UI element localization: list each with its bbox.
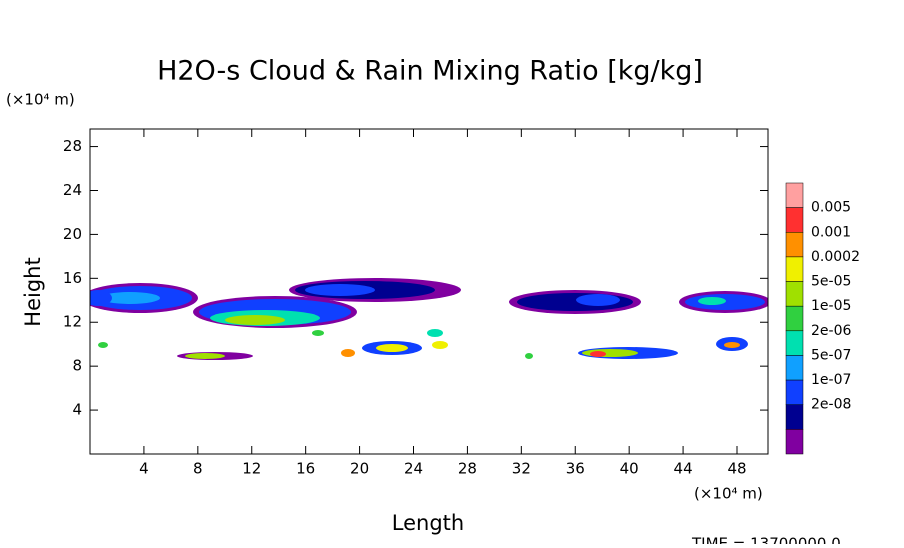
cloud-region [724,342,740,348]
cloud-region [698,297,726,305]
x-tick-label: 32 [512,460,531,478]
cloud-region [341,349,355,357]
x-tick-label: 28 [458,460,477,478]
colorbar-label: 0.0002 [811,249,860,265]
colorbar-label: 5e-05 [811,274,851,290]
x-tick-label: 20 [350,460,369,478]
colorbar-box [785,404,804,430]
x-unit: (×10⁴ m) [694,485,763,503]
y-axis-title: Height [21,257,45,326]
colorbar-box [785,232,804,258]
colorbar-label: 0.001 [811,224,851,240]
plot-frame [89,128,769,455]
colorbar-label: 1e-07 [811,372,851,388]
x-tick-label: 12 [242,460,261,478]
y-tick-label: 16 [63,269,82,287]
cloud-region [427,329,443,337]
colorbar-box [785,182,804,208]
colorbar-label: 1e-05 [811,298,851,314]
colorbar-label: 2e-08 [811,397,851,413]
colorbar-box [785,355,804,381]
y-tick-label: 12 [63,313,82,331]
colorbar-label: 2e-06 [811,323,851,339]
colorbar-box [785,207,804,233]
x-tick-label: 8 [193,460,203,478]
x-axis-title: Length [392,511,464,535]
x-tick-label: 44 [674,460,693,478]
colorbar-box [785,305,804,332]
cloud-region [376,344,408,352]
cloud-region [312,330,324,336]
time-label: TIME = 13700000.0 [691,535,841,545]
cloud-region [582,349,638,357]
x-tick-label: 16 [296,460,315,478]
y-tick-label: 20 [63,225,82,243]
y-tick-label: 28 [63,137,82,155]
cloud-region [525,353,533,359]
cloud-region [305,284,375,296]
colorbar-label: 0.005 [811,200,851,216]
x-tick-label: 40 [620,460,639,478]
cloud-region [590,351,606,357]
y-tick-label: 24 [63,181,82,199]
chart-title: H2O-s Cloud & Rain Mixing Ratio [kg/kg] [157,56,703,87]
colorbar-box [785,379,804,405]
cloud-region [432,341,448,349]
y-tick-label: 8 [72,357,82,375]
colorbar-box [785,256,804,282]
colorbar-label: 5e-07 [811,347,851,363]
cloud-region [576,294,620,306]
x-tick-label: 36 [566,460,585,478]
colorbar-box [785,281,804,307]
x-tick-label: 4 [139,460,149,478]
cloud-region [185,353,225,359]
x-tick-label: 48 [727,460,746,478]
y-unit: (×10⁴ m) [6,91,75,109]
colorbar-box [785,429,804,455]
x-tick-label: 24 [404,460,423,478]
cloud-region [90,290,112,306]
cloud-field [90,278,768,360]
cloud-region [225,315,285,325]
cloud-region [100,292,160,304]
y-tick-label: 4 [72,401,82,419]
cloud-region [98,342,108,348]
colorbar-box [785,330,804,356]
